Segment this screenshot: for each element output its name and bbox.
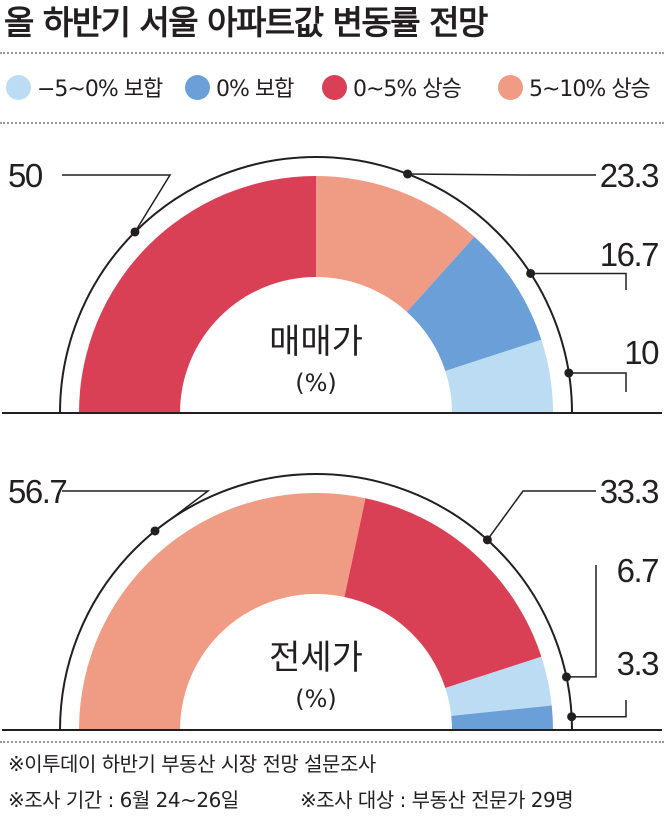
leader-dot [567,712,577,722]
chart-center-title: 매매가 [269,322,363,362]
donut-slice [344,498,542,688]
legend: −5~0% 보합 0% 보합 0~5% 상승 5~10% 상승 [0,70,664,104]
leader-line [571,700,627,718]
leader-dot [561,672,571,682]
legend-label: 0% 보합 [216,77,294,102]
leader-dot [150,526,160,536]
legend-swatch [322,74,347,100]
chart-center-unit: (%) [295,369,337,397]
legend-item: 0% 보합 [185,70,294,104]
leader-line [566,565,597,678]
leader-dot [130,227,140,237]
top-divider [0,52,664,54]
leader-line [62,490,211,532]
data-label: 6.7 [617,552,659,589]
chart-center-unit: (%) [295,685,337,713]
legend-divider [0,122,664,124]
footnote-source: ※이투데이 하반기 부동산 시장 전망 설문조사 [8,752,376,776]
donut-slice [79,176,316,413]
data-label: 16.7 [600,236,658,273]
data-label: 23.3 [600,157,658,194]
leader-line [568,372,627,392]
donut-slice [451,705,553,730]
legend-item: 5~10% 상승 [498,70,651,104]
donut-slice [445,656,552,716]
footnote-divider [0,741,664,743]
chart-title: 올 하반기 서울 아파트값 변동률 전망 [4,3,488,42]
leader-dot [403,169,413,179]
donut-slice [406,236,542,371]
legend-swatch [6,74,31,100]
semi-donut-chart: 56.7 33.3 6.7 3.3 전세가 (%) [2,473,662,731]
donut-slice [445,339,553,413]
leader-line [530,272,627,290]
legend-swatch [498,74,523,100]
leader-dot [526,268,536,278]
donut-slice [79,493,366,730]
leader-line [407,173,596,176]
leader-dot [564,368,574,378]
donut-slice [316,176,475,312]
footnote-target: ※조사 대상 : 부동산 전문가 29명 [300,788,574,812]
data-label: 50 [8,157,43,194]
legend-swatch [185,74,210,100]
semi-donut-chart: 50 23.3 16.7 10 매매가 (%) [2,156,662,414]
legend-label: 0~5% 상승 [353,77,462,102]
chart-center-title: 전세가 [269,638,363,678]
leader-dot [482,535,492,545]
legend-item: −5~0% 보합 [6,70,163,104]
legend-label: −5~0% 보합 [37,77,163,102]
data-label: 56.7 [8,473,66,510]
outer-arc [59,473,573,731]
leader-line [486,490,596,541]
legend-item: 0~5% 상승 [322,70,462,104]
data-label: 33.3 [600,473,658,510]
footnote-period: ※조사 기간 : 6월 24~26일 [8,788,239,812]
legend-label: 5~10% 상승 [529,77,651,102]
data-label: 10 [624,334,659,371]
outer-arc [59,156,573,414]
leader-line [62,174,172,233]
data-label: 3.3 [617,645,659,682]
